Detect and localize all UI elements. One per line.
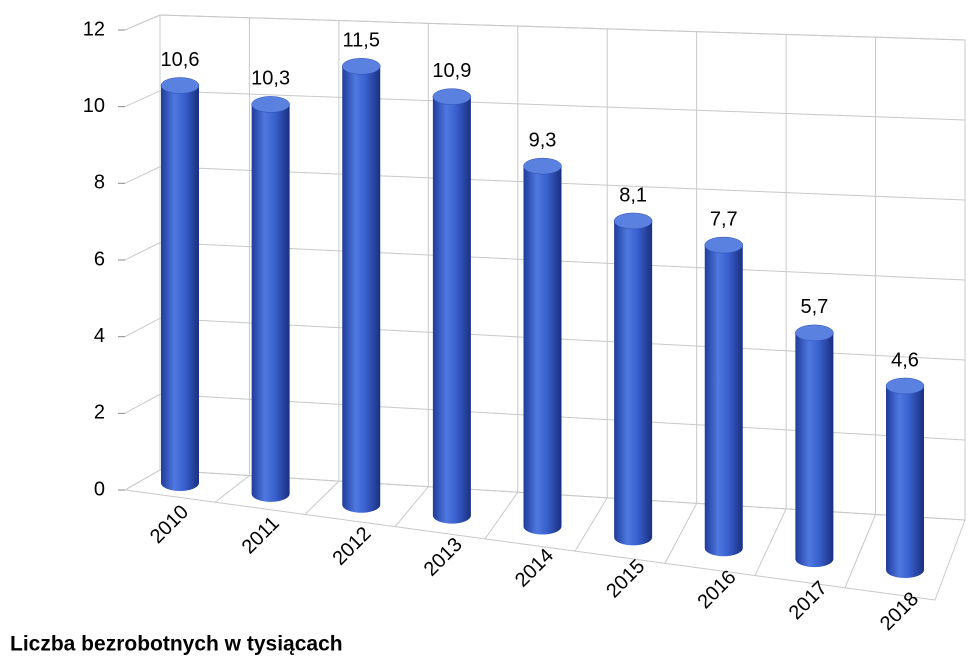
floor-line xyxy=(574,497,608,552)
value-label: 9,3 xyxy=(529,129,557,151)
bar xyxy=(885,377,925,578)
bar-top xyxy=(432,88,472,105)
x-tick-label: 2011 xyxy=(238,512,284,558)
floor-line xyxy=(394,486,429,527)
y-tick-label: 2 xyxy=(94,402,105,424)
chart-title: Liczba bezrobotnych w tysiącach xyxy=(10,633,343,656)
value-label: 7,7 xyxy=(710,208,738,230)
floor-line xyxy=(844,514,877,588)
bar-body xyxy=(161,85,199,491)
value-label: 10,6 xyxy=(161,49,200,71)
bar xyxy=(613,212,653,546)
grid-line xyxy=(124,90,966,121)
x-tick-label: 2012 xyxy=(328,523,375,570)
bar xyxy=(160,77,200,491)
grid-line xyxy=(124,14,966,41)
bar-body xyxy=(523,166,562,535)
x-tick-label: 2017 xyxy=(785,577,832,624)
x-tick-label: 2014 xyxy=(511,544,558,591)
bar-top xyxy=(613,212,653,230)
bar-body xyxy=(251,104,290,502)
bar-top xyxy=(342,58,381,75)
bar-body xyxy=(704,245,743,557)
floor-line xyxy=(484,491,519,540)
floor-line xyxy=(754,508,787,576)
x-tick-label: 2013 xyxy=(420,534,467,581)
x-tick-label: 2018 xyxy=(876,588,923,635)
y-tick-label: 12 xyxy=(83,18,105,40)
bar xyxy=(795,324,834,568)
y-tick-label: 6 xyxy=(94,248,105,270)
value-label: 8,1 xyxy=(619,184,647,206)
bar xyxy=(342,58,381,513)
value-label: 10,3 xyxy=(251,68,290,90)
bar-body xyxy=(342,66,381,513)
bar-body xyxy=(795,332,834,568)
floor-line xyxy=(304,480,340,515)
floor-line xyxy=(664,503,698,564)
value-label: 5,7 xyxy=(800,296,828,318)
x-tick-label: 2016 xyxy=(693,566,740,613)
y-tick-label: 0 xyxy=(94,478,105,500)
x-tick-label: 2015 xyxy=(602,555,649,602)
floor-line xyxy=(214,475,250,503)
y-tick-label: 10 xyxy=(83,95,105,117)
y-tick-label: 4 xyxy=(94,325,105,347)
bar-body xyxy=(886,386,924,578)
value-label: 10,9 xyxy=(432,60,471,82)
bar-top xyxy=(795,324,834,342)
bar-body xyxy=(432,96,471,524)
bar-top xyxy=(251,96,290,113)
value-label: 4,6 xyxy=(891,349,919,371)
bar xyxy=(523,157,562,535)
bar-top xyxy=(523,157,562,175)
bar-body xyxy=(614,220,653,546)
bar xyxy=(704,236,743,557)
bar-top xyxy=(704,236,743,254)
bar xyxy=(251,96,290,502)
bar-top xyxy=(160,77,200,94)
value-label: 11,5 xyxy=(343,30,380,52)
bar xyxy=(432,88,472,524)
y-tick-label: 8 xyxy=(94,172,105,194)
x-tick-label: 2010 xyxy=(146,501,193,548)
walls xyxy=(124,14,966,601)
bar-top xyxy=(885,377,925,395)
